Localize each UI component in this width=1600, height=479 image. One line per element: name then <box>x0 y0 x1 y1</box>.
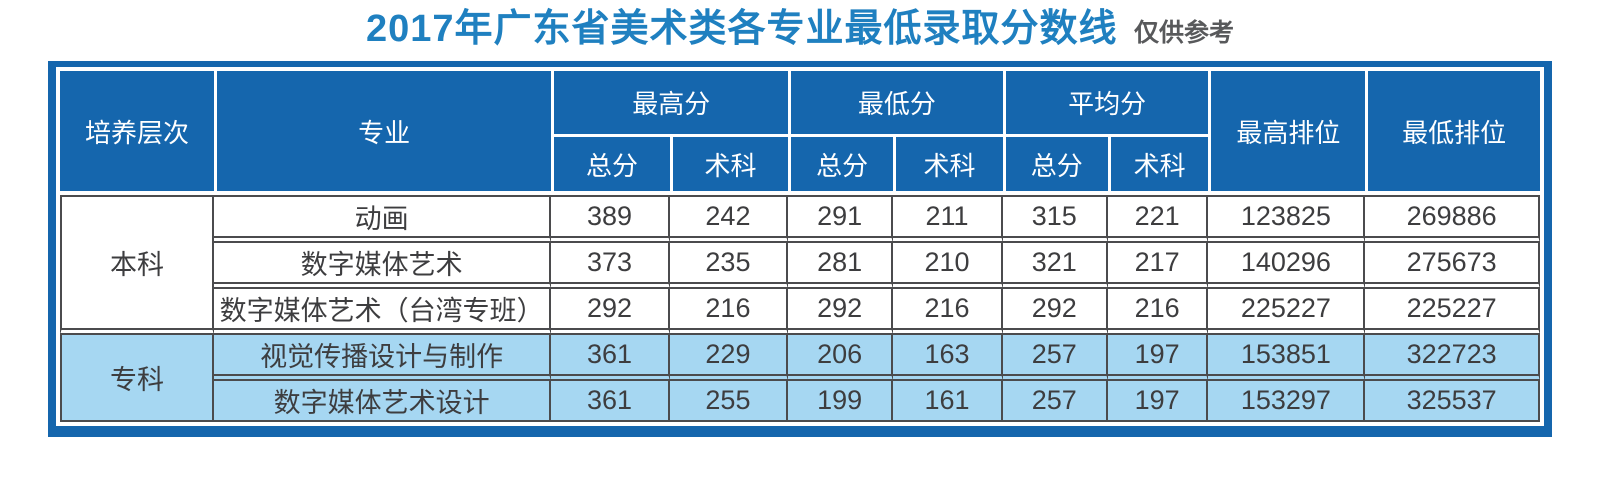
cell-min-total: 292 <box>788 289 894 335</box>
cell-max-total: 361 <box>551 381 670 422</box>
cell-avg-total: 257 <box>1002 381 1108 422</box>
subheader-max-art: 术科 <box>669 137 789 195</box>
major-cell: 视觉传播设计与制作 <box>213 335 552 381</box>
cell-min-art: 211 <box>893 195 1003 243</box>
cell-avg-art: 221 <box>1107 195 1209 243</box>
cell-avg-art: 197 <box>1107 335 1209 381</box>
cell-max-art: 216 <box>669 289 789 335</box>
title-note: 仅供参考 <box>1133 19 1234 47</box>
subheader-avg-total: 总分 <box>1002 137 1108 195</box>
cell-max-art: 235 <box>669 243 789 289</box>
col-header-major: 专业 <box>213 71 552 195</box>
subheader-min-art: 术科 <box>893 137 1003 195</box>
scores-table-frame: 培养层次 专业 最高分 最低分 平均分 最高排位 最低排位 总分 术科 总分 术… <box>48 61 1552 437</box>
cell-avg-total: 292 <box>1002 289 1108 335</box>
cell-rank-low: 322723 <box>1365 335 1540 381</box>
col-header-min-score: 最低分 <box>788 71 1003 137</box>
cell-rank-high: 153851 <box>1208 335 1366 381</box>
cell-rank-high: 225227 <box>1208 289 1366 335</box>
cell-min-art: 161 <box>893 381 1003 422</box>
table-body: 本科 动画 389 242 291 211 315 221 123825 269… <box>60 195 1540 422</box>
cell-avg-art: 216 <box>1107 289 1209 335</box>
major-cell: 数字媒体艺术（台湾专班） <box>213 289 552 335</box>
cell-min-total: 281 <box>788 243 894 289</box>
header-group-row: 培养层次 专业 最高分 最低分 平均分 最高排位 最低排位 <box>60 71 1540 195</box>
cell-min-total: 199 <box>788 381 894 422</box>
cell-max-total: 373 <box>551 243 670 289</box>
subheader-max-total: 总分 <box>551 137 670 195</box>
cell-rank-high: 153297 <box>1208 381 1366 422</box>
col-header-max-score: 最高分 <box>551 71 789 137</box>
cell-max-art: 229 <box>669 335 789 381</box>
header-sub-row: 总分 术科 总分 术科 总分 术科 <box>60 137 1540 195</box>
cell-max-art: 242 <box>669 195 789 243</box>
table-row-digital-media-art-taiwan: 数字媒体艺术（台湾专班） 292 216 292 216 292 216 225… <box>60 289 1540 335</box>
col-header-avg-score: 平均分 <box>1002 71 1209 137</box>
major-cell: 数字媒体艺术 <box>213 243 552 289</box>
cell-max-art: 255 <box>669 381 789 422</box>
cell-rank-high: 123825 <box>1208 195 1366 243</box>
cell-rank-low: 225227 <box>1365 289 1540 335</box>
cell-rank-high: 140296 <box>1208 243 1366 289</box>
cell-max-total: 292 <box>551 289 670 335</box>
table-row-visual-communication: 专科 视觉传播设计与制作 361 229 206 163 257 197 153… <box>60 335 1540 422</box>
cell-min-total: 291 <box>788 195 894 243</box>
cell-avg-art: 217 <box>1107 243 1209 289</box>
subheader-avg-art: 术科 <box>1107 137 1209 195</box>
col-header-rank-high: 最高排位 <box>1208 71 1366 195</box>
cell-rank-low: 269886 <box>1365 195 1540 243</box>
col-header-rank-low: 最低排位 <box>1365 71 1540 195</box>
cell-min-art: 163 <box>893 335 1003 381</box>
cell-min-art: 216 <box>893 289 1003 335</box>
cell-max-total: 389 <box>551 195 670 243</box>
col-header-level: 培养层次 <box>60 71 214 195</box>
scores-table: 培养层次 专业 最高分 最低分 平均分 最高排位 最低排位 总分 术科 总分 术… <box>60 71 1540 422</box>
subheader-min-total: 总分 <box>788 137 894 195</box>
table-row-digital-media-art: 数字媒体艺术 373 235 281 210 321 217 140296 27… <box>60 243 1540 289</box>
level-cell-college: 专科 <box>60 335 214 422</box>
page-title: 2017年广东省美术类各专业最低录取分数线 仅供参考 <box>0 0 1600 55</box>
cell-avg-total: 257 <box>1002 335 1108 381</box>
cell-min-art: 210 <box>893 243 1003 289</box>
major-cell: 数字媒体艺术设计 <box>213 381 552 422</box>
table-row-animation: 本科 动画 389 242 291 211 315 221 123825 269… <box>60 195 1540 335</box>
cell-avg-total: 315 <box>1002 195 1108 243</box>
level-cell-undergraduate: 本科 <box>60 195 214 335</box>
title-text: 2017年广东省美术类各专业最低录取分数线 <box>365 8 1118 50</box>
major-cell: 动画 <box>213 195 552 243</box>
cell-rank-low: 275673 <box>1365 243 1540 289</box>
cell-avg-art: 197 <box>1107 381 1209 422</box>
cell-rank-low: 325537 <box>1365 381 1540 422</box>
cell-avg-total: 321 <box>1002 243 1108 289</box>
cell-max-total: 361 <box>551 335 670 381</box>
table-row-digital-media-art-design: 数字媒体艺术设计 361 255 199 161 257 197 153297 … <box>60 381 1540 422</box>
cell-min-total: 206 <box>788 335 894 381</box>
table-header: 培养层次 专业 最高分 最低分 平均分 最高排位 最低排位 总分 术科 总分 术… <box>60 71 1540 195</box>
